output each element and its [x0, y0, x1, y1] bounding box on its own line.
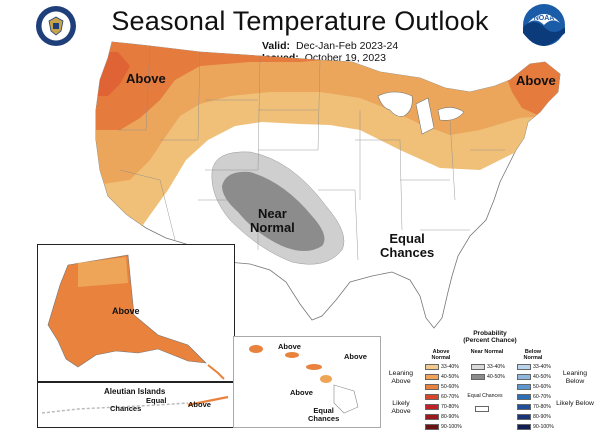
alaska-label-above: Above	[112, 306, 140, 316]
alaska-inset: Above	[37, 244, 235, 382]
legend-swatch-above-3	[425, 394, 439, 400]
legend-likely-below: Likely Below	[556, 400, 594, 407]
legend-title: Probability (Percent Chance)	[423, 330, 557, 344]
legend-swatch-below-5	[517, 414, 531, 420]
legend-col-below: Below Normal	[523, 349, 543, 362]
legend-bin-above-3: 60-70%	[441, 394, 459, 400]
legend-bin-below-5: 80-90%	[533, 414, 551, 420]
aleutian-above: Above	[188, 400, 211, 409]
noaa-logo-text: NOAA	[534, 15, 555, 22]
legend-bin-above-2: 50-60%	[441, 384, 459, 390]
label-near-line2: Normal	[250, 219, 295, 235]
legend-leaning-below: Leaning Below	[562, 370, 588, 385]
legend-bin-below-6: 90-100%	[533, 424, 554, 430]
probability-legend: Probability (Percent Chance) Above Norma…	[383, 330, 597, 434]
legend-col-above: Above Normal	[431, 349, 451, 362]
legend-bin-near-0: 33-40%	[487, 364, 505, 370]
legend-bin-below-0: 33-40%	[533, 364, 551, 370]
label-above-west: Above	[126, 71, 166, 86]
legend-swatch-below-0	[517, 364, 531, 370]
hawaii-above-3: Above	[290, 388, 313, 397]
legend-swatch-below-6	[517, 424, 531, 430]
legend-bin-below-2: 50-60%	[533, 384, 551, 390]
aleutian-map	[41, 395, 229, 414]
hawaii-equal-1: Equal	[313, 406, 334, 415]
near-normal-40-50-region	[222, 171, 325, 251]
valid-value: Dec-Jan-Feb 2023-24	[296, 40, 399, 52]
legend-bin-above-5: 80-90%	[441, 414, 459, 420]
label-near-line1: Near	[257, 206, 287, 221]
aleutian-equal-chances: Equal	[146, 396, 167, 405]
legend-bin-below-4: 70-80%	[533, 404, 551, 410]
legend-swatch-above-5	[425, 414, 439, 420]
legend-swatch-below-2	[517, 384, 531, 390]
label-near-normal: Near Normal	[250, 207, 295, 234]
aleutian-equal-1: Equal	[146, 396, 167, 405]
hawaii-above-1: Above	[278, 342, 301, 351]
hawaii-equal-2: Chances	[308, 414, 340, 424]
legend-swatch-below-4	[517, 404, 531, 410]
hawaii-equal-chances: Equal Chances	[308, 406, 340, 424]
above-50-60-northeast	[506, 60, 560, 116]
aleutian-title: Aleutian Islands	[104, 387, 166, 396]
hawaii-above-2: Above	[344, 352, 367, 361]
legend-bin-above-1: 40-50%	[441, 374, 459, 380]
legend-bin-below-1: 40-50%	[533, 374, 551, 380]
legend-bin-above-4: 70-80%	[441, 404, 459, 410]
valid-label: Valid:	[262, 40, 291, 52]
aleutian-inset: Aleutian Islands Equal Chances Above	[37, 382, 235, 428]
legend-leaning-above: Leaning Above	[388, 370, 414, 385]
label-above-northeast: Above	[516, 73, 556, 88]
label-equal-chances: Equal Chances	[380, 232, 434, 259]
hawaii-map	[249, 345, 359, 414]
hawaii-inset: Above Above Above Equal Chances	[233, 336, 381, 428]
legend-bin-above-6: 90-100%	[441, 424, 462, 430]
legend-swatch-above-0	[425, 364, 439, 370]
legend-title-1: Probability	[473, 330, 507, 337]
legend-swatch-below-1	[517, 374, 531, 380]
alaska-map	[47, 254, 225, 380]
map-title: Seasonal Temperature Outlook	[111, 6, 489, 36]
label-equal-line1: Equal	[389, 231, 425, 246]
legend-bin-below-3: 60-70%	[533, 394, 551, 400]
legend-equal-swatch	[475, 406, 489, 412]
commerce-seal-logo	[36, 6, 76, 46]
legend-col-near: Near Normal	[470, 349, 504, 355]
legend-swatch-near-0	[471, 364, 485, 370]
legend-equal-chances: Equal Chances	[467, 393, 503, 399]
legend-bin-above-0: 33-40%	[441, 364, 459, 370]
legend-swatch-near-1	[471, 374, 485, 380]
legend-likely-above: Likely Above	[391, 400, 411, 415]
state-boundaries	[118, 45, 505, 261]
noaa-logo: NOAA	[523, 4, 565, 46]
valid-line: Valid: Dec-Jan-Feb 2023-24	[262, 40, 398, 52]
legend-swatch-above-6	[425, 424, 439, 430]
legend-swatch-below-3	[517, 394, 531, 400]
legend-swatch-above-1	[425, 374, 439, 380]
great-lakes	[377, 91, 465, 135]
legend-swatch-above-2	[425, 384, 439, 390]
legend-bin-near-1: 40-50%	[487, 374, 505, 380]
aleutian-chances: Chances	[110, 404, 142, 413]
legend-title-2: (Percent Chance)	[463, 337, 517, 345]
label-equal-line2: Chances	[380, 244, 435, 260]
legend-swatch-above-4	[425, 404, 439, 410]
